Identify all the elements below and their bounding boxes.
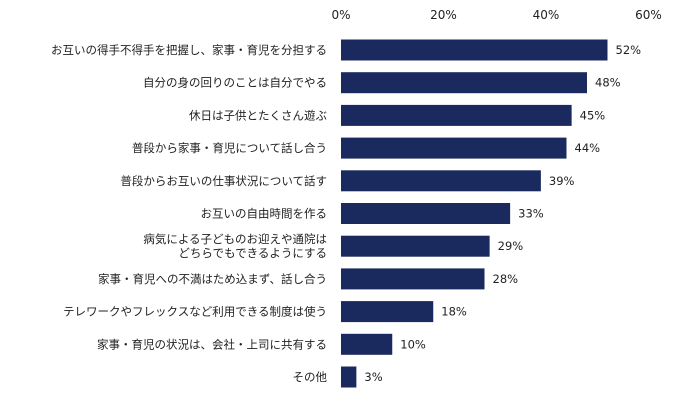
category-label-line: 休日は子供とたくさん遊ぶ xyxy=(189,108,327,122)
category-label: お互いの自由時間を作る xyxy=(201,207,328,221)
category-label-line: テレワークやフレックスなど利用できる制度は使う xyxy=(63,305,327,319)
category-label-line: 家事・育児の状況は、会社・上司に共有する xyxy=(97,337,327,351)
category-label-line: 病気による子どものお迎えや通院は xyxy=(143,232,327,246)
category-label-line: どちらでもできるようにする xyxy=(178,246,327,260)
category-label-line: 家事・育児への不満はため込まず、話し合う xyxy=(98,272,327,286)
value-label: 52% xyxy=(616,43,642,57)
bar xyxy=(341,301,434,323)
value-label: 45% xyxy=(580,108,606,122)
bar xyxy=(341,366,357,388)
bar xyxy=(341,104,572,126)
value-label: 44% xyxy=(575,141,601,155)
category-label: 自分の身の回りのことは自分でやる xyxy=(143,76,327,90)
category-label: 家事・育児の状況は、会社・上司に共有する xyxy=(97,337,327,351)
category-label: お互いの得手不得手を把握し、家事・育児を分担する xyxy=(51,43,327,57)
category-label-line: その他 xyxy=(293,370,328,384)
category-label: 病気による子どものお迎えや通院はどちらでもできるようにする xyxy=(143,232,327,260)
category-label-line: 自分の身の回りのことは自分でやる xyxy=(143,76,327,90)
bar xyxy=(341,72,587,94)
category-label: 家事・育児への不満はため込まず、話し合う xyxy=(98,272,327,286)
category-label: テレワークやフレックスなど利用できる制度は使う xyxy=(63,305,327,319)
bar xyxy=(341,170,541,192)
bar xyxy=(341,39,608,61)
category-label: その他 xyxy=(293,370,328,384)
value-label: 39% xyxy=(549,174,575,188)
x-tick-label: 0% xyxy=(331,8,350,22)
category-label-line: 普段からお互いの仕事状況について話す xyxy=(120,174,327,188)
value-label: 10% xyxy=(400,337,426,351)
bar xyxy=(341,203,511,224)
category-label: 休日は子供とたくさん遊ぶ xyxy=(189,108,327,122)
category-label: 普段から家事・育児について話し合う xyxy=(132,141,327,155)
value-label: 18% xyxy=(441,305,467,319)
value-label: 48% xyxy=(595,76,621,90)
category-label-line: 普段から家事・育児について話し合う xyxy=(132,141,327,155)
category-label-line: お互いの自由時間を作る xyxy=(201,207,328,221)
x-tick-label: 40% xyxy=(533,8,560,22)
value-label: 28% xyxy=(493,272,519,286)
x-tick-label: 60% xyxy=(635,8,662,22)
value-label: 29% xyxy=(498,239,524,253)
bar xyxy=(341,235,490,257)
bar xyxy=(341,333,393,355)
value-label: 33% xyxy=(518,207,544,221)
x-tick-label: 20% xyxy=(430,8,457,22)
bar xyxy=(341,137,567,159)
category-label-line: お互いの得手不得手を把握し、家事・育児を分担する xyxy=(51,43,327,57)
bar xyxy=(341,268,485,290)
category-label: 普段からお互いの仕事状況について話す xyxy=(120,174,327,188)
value-label: 3% xyxy=(364,370,382,384)
